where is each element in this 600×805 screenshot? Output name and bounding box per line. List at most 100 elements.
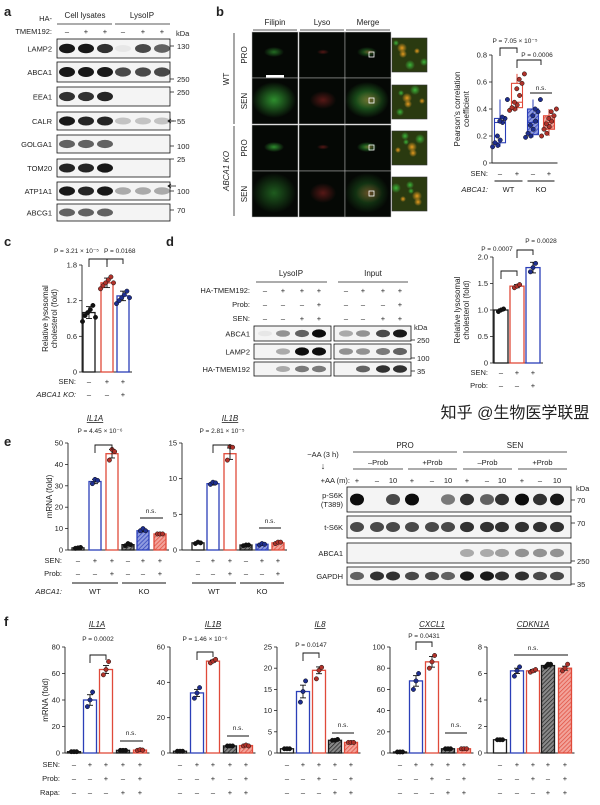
data-point [230, 743, 236, 749]
inset-puncta [407, 142, 417, 152]
band [405, 521, 419, 533]
zoom-region-box [368, 190, 375, 197]
condition-value: – [104, 788, 109, 797]
chart-title: IL1B [222, 414, 239, 423]
blot-gapdh [346, 566, 572, 586]
inset-puncta [406, 181, 414, 189]
panel-b-microscopy: Filipin Lyso Merge PRO SEN PRO SEN WT ABCA1 KO [222, 18, 428, 218]
bar-2 [223, 453, 237, 551]
y-tick-label: 2.0 [478, 253, 488, 262]
data-point [297, 699, 303, 705]
condition-value: + [158, 556, 163, 565]
data-point [123, 747, 129, 753]
condition-value: + [546, 788, 551, 797]
data-point [413, 678, 419, 684]
lane-condition: + [361, 286, 366, 295]
blot-row-label: ATP1A1 [25, 187, 52, 196]
lane-condition: 10 [553, 476, 561, 485]
data-point [262, 541, 268, 547]
data-point [533, 260, 539, 266]
y-tick-label: 30 [55, 481, 63, 490]
p-value-label: P = 0.0431 [408, 633, 440, 640]
band [135, 117, 151, 125]
condition-label: SEN: [470, 169, 488, 178]
y-tick-label: 80 [377, 664, 385, 673]
band [78, 67, 94, 77]
bar-2 [525, 266, 541, 364]
condition-value: + [563, 788, 568, 797]
channel-header-filipin: Filipin [265, 18, 286, 27]
blot-tom20 [56, 158, 171, 178]
lane-condition: – [344, 314, 349, 323]
condition-label: SEN: [58, 377, 76, 386]
blot-frame [56, 158, 171, 178]
y-tick-label: 10 [169, 474, 177, 483]
condition-value: – [499, 381, 504, 390]
p-value-label: n.s. [126, 730, 137, 737]
band [350, 521, 364, 533]
lane-condition: – [375, 476, 380, 485]
data-point [90, 302, 96, 308]
significance-bracket: P = 0.0007 [481, 246, 518, 279]
condition-value: + [228, 788, 233, 797]
significance-bracket: n.s. [514, 645, 568, 656]
band [441, 571, 455, 581]
band [533, 548, 547, 558]
band [350, 493, 364, 506]
band [515, 493, 529, 506]
blot-row-label: GAPDH [316, 572, 343, 581]
kda-marker: 250 [417, 336, 430, 345]
significance-bracket: n.s. [530, 85, 552, 94]
micrograph-pro-merge [344, 31, 392, 79]
arrow-icon [167, 183, 176, 189]
band [405, 493, 419, 506]
bar-3 [540, 664, 556, 754]
panel-label-e: e [4, 434, 11, 449]
condition-label: SEN: [42, 760, 60, 769]
band [495, 571, 509, 581]
data-point [544, 130, 550, 136]
kda-marker: 250 [577, 557, 590, 566]
group-input: Input [364, 269, 383, 278]
kda-marker: 250 [177, 75, 190, 84]
scale-bar [266, 75, 284, 78]
lane-condition: – [361, 300, 366, 309]
p-value-label: P = 0.0028 [525, 238, 557, 245]
data-point [124, 288, 130, 294]
image-background [298, 31, 346, 79]
significance-bracket: n.s. [259, 518, 281, 529]
blot-row-label: GOLGA1 [21, 140, 52, 149]
blot-row-label: LAMP2 [27, 45, 52, 54]
data-point [514, 668, 520, 674]
condition-value: + [531, 368, 536, 377]
blot-lysoip-abca1 [253, 325, 332, 342]
bar-2 [105, 453, 119, 551]
chart-title: IL1B [205, 620, 222, 629]
data-point [517, 93, 523, 98]
y-tick-label: 1.2 [67, 296, 77, 305]
band [386, 571, 400, 581]
band [495, 493, 509, 506]
data-point [548, 109, 554, 115]
blot-frame [253, 361, 332, 377]
channel-header-lyso: Lyso [314, 18, 331, 27]
condition-value: + [244, 774, 249, 783]
band [276, 330, 290, 337]
condition-value: – [333, 774, 338, 783]
y-tick-label: 50 [55, 439, 63, 448]
band [59, 67, 75, 77]
condition-value: – [531, 169, 536, 178]
band [78, 43, 94, 54]
p-value-label: n.s. [338, 722, 349, 729]
p-value-label: n.s. [265, 518, 276, 525]
band [393, 329, 407, 338]
condition-value: + [158, 569, 163, 578]
significance-bracket: P = 0.0002 [82, 636, 114, 663]
micrograph-sen-filipin [251, 77, 299, 125]
data-point [194, 690, 200, 696]
y-tick-label: 20 [52, 722, 60, 731]
band [97, 91, 113, 102]
band [339, 348, 353, 355]
lane-condition: + [355, 476, 360, 485]
blot-t-s6k [346, 515, 572, 539]
